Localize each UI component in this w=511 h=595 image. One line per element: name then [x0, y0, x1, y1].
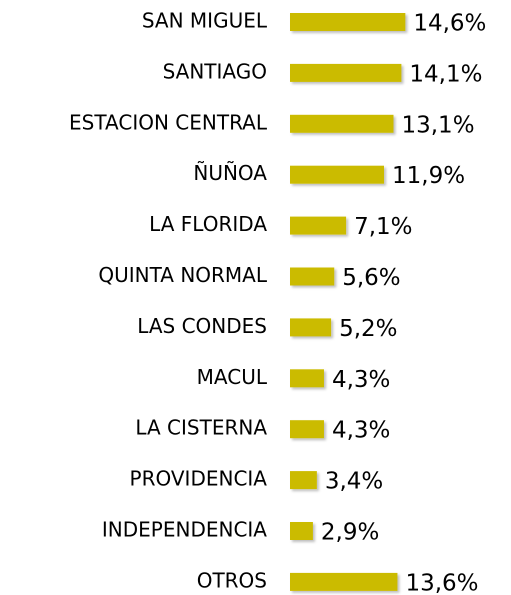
value-label: 5,2%	[339, 316, 397, 342]
bar	[290, 114, 394, 133]
value-label: 14,1%	[409, 61, 482, 87]
value-label: 13,1%	[401, 112, 474, 138]
value-label: 3,4%	[325, 469, 383, 495]
category-label: LAS CONDES	[137, 314, 267, 338]
bar	[290, 13, 406, 31]
value-label: 4,3%	[332, 418, 390, 444]
bar	[290, 572, 398, 591]
bar	[290, 369, 324, 388]
value-label: 4,3%	[332, 367, 390, 393]
category-label: PROVIDENCIA	[130, 467, 268, 491]
value-label: 5,6%	[342, 265, 400, 291]
bar	[290, 267, 335, 286]
bar	[290, 522, 313, 540]
category-label: INDEPENDENCIA	[102, 518, 267, 542]
category-label: LA CISTERNA	[135, 416, 267, 440]
value-label: 14,6%	[413, 11, 486, 37]
category-label: MACUL	[197, 365, 268, 389]
bar	[290, 63, 402, 82]
category-label: OTROS	[197, 568, 267, 592]
bar	[290, 420, 324, 439]
value-label: 2,9%	[321, 520, 379, 546]
value-label: 13,6%	[405, 570, 478, 595]
bar	[290, 165, 385, 184]
bar	[290, 318, 332, 337]
category-label: SAN MIGUEL	[142, 9, 268, 33]
value-label: 11,9%	[392, 163, 465, 189]
value-label: 7,1%	[354, 214, 412, 240]
category-label: ÑUÑOA	[193, 161, 267, 185]
bar	[290, 471, 317, 490]
category-label: LA FLORIDA	[149, 212, 267, 236]
category-label: QUINTA NORMAL	[98, 263, 267, 287]
category-label: SANTIAGO	[163, 59, 267, 83]
category-label: ESTACION CENTRAL	[69, 110, 268, 134]
bar	[290, 216, 347, 235]
